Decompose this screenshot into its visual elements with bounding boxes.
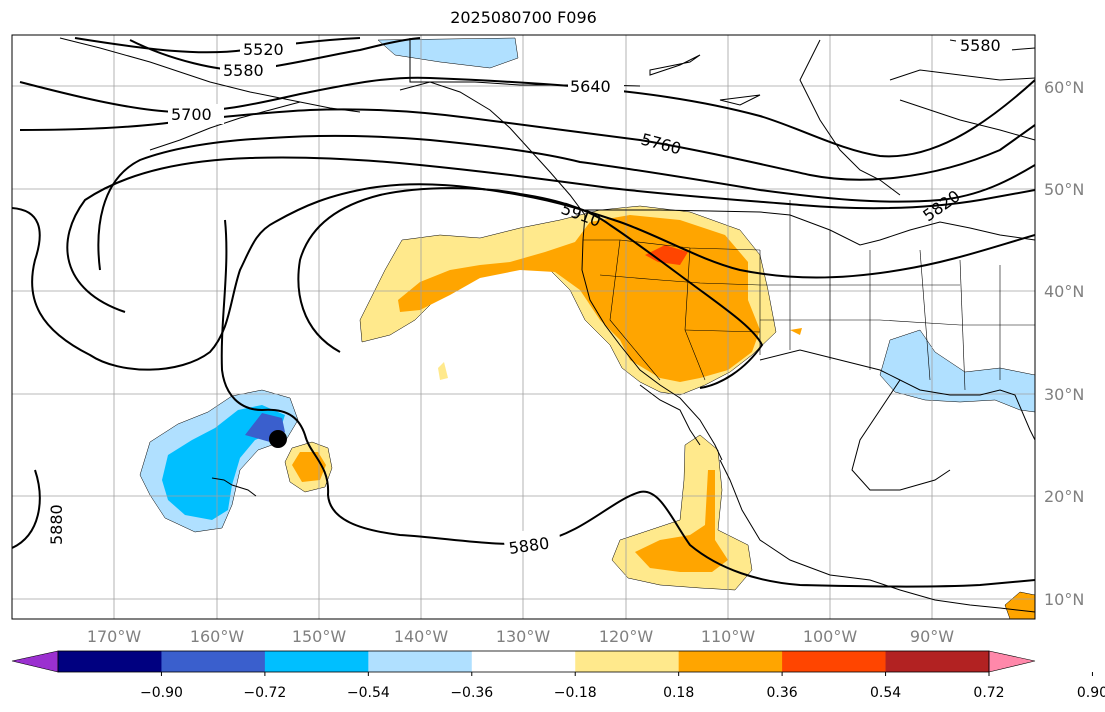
colorbar-segment xyxy=(58,651,162,672)
lat-label: 30°N xyxy=(1044,385,1084,404)
shade-orange-mexico xyxy=(635,470,728,572)
shade-yellow-dot xyxy=(438,362,448,380)
colorbar-ticks: −0.90 −0.72 −0.54 −0.36 −0.18 0.18 0.36 0.54 0.7… xyxy=(140,672,1105,701)
lon-label: 160°W xyxy=(190,627,245,646)
colorbar-tick-label: −0.90 xyxy=(140,685,183,701)
contour-label: 5520 xyxy=(243,40,284,59)
shade-orange-dot xyxy=(790,328,802,335)
colorbar-segment xyxy=(368,651,473,672)
shade-red-west xyxy=(645,245,688,265)
lat-label: 60°N xyxy=(1044,78,1084,97)
colorbar-segment xyxy=(782,651,887,672)
lat-label: 50°N xyxy=(1044,180,1084,199)
storm-position-marker xyxy=(269,430,287,448)
contour-label: 5640 xyxy=(570,77,611,96)
colorbar-extend-high xyxy=(988,650,1036,673)
contour-label: 5820 xyxy=(919,186,963,225)
lon-label: 150°W xyxy=(292,627,347,646)
lon-label: 90°W xyxy=(910,627,954,646)
colorbar-segment xyxy=(885,651,990,672)
shading-negative xyxy=(139,37,1035,533)
lon-label: 170°W xyxy=(87,627,142,646)
state-borders xyxy=(583,200,1035,391)
lat-label: 20°N xyxy=(1044,487,1084,506)
contour-label: 5580 xyxy=(960,36,1001,55)
colorbar-extend-low xyxy=(11,650,59,673)
contour-label: 5580 xyxy=(223,61,264,80)
map-frame xyxy=(11,34,1036,620)
map-panel: 5520 5580 5580 5640 5700 5760 5820 5910 … xyxy=(12,35,1035,619)
map-title: 2025080700 F096 xyxy=(450,8,597,27)
lon-label: 120°W xyxy=(599,627,654,646)
shading-positive xyxy=(284,205,1035,619)
colorbar-tick-label: 0.36 xyxy=(767,685,798,701)
contour-label: 5880 xyxy=(47,504,66,545)
contour-label: 5760 xyxy=(639,130,683,159)
colorbar-tick-label: 0.90 xyxy=(1077,685,1105,701)
colorbar-segment xyxy=(471,651,576,672)
colorbar-segment xyxy=(161,651,266,672)
colorbar-tick-label: 0.18 xyxy=(663,685,694,701)
colorbar-tick-label: −0.36 xyxy=(450,685,493,701)
longitude-labels: 170°W 160°W 150°W 140°W 130°W 120°W 110°… xyxy=(87,627,954,646)
lon-label: 100°W xyxy=(803,627,858,646)
colorbar-outline xyxy=(57,650,990,673)
colorbar: −0.90 −0.72 −0.54 −0.36 −0.18 0.18 0.36 0.54 0.7… xyxy=(11,650,1105,701)
shade-blue-light-gulf xyxy=(879,329,1035,413)
shade-orange-caribbean xyxy=(1004,591,1035,619)
lon-label: 140°W xyxy=(394,627,449,646)
colorbar-tick-label: −0.18 xyxy=(554,685,597,701)
colorbar-segment xyxy=(575,651,680,672)
colorbar-segment xyxy=(678,651,783,672)
lon-label: 130°W xyxy=(496,627,551,646)
colorbar-tick-label: 0.72 xyxy=(973,685,1004,701)
shade-blue-light-alaska xyxy=(377,37,519,69)
colorbar-segment xyxy=(264,651,369,672)
colorbar-tick-label: 0.54 xyxy=(870,685,901,701)
coastlines xyxy=(59,37,1035,613)
colorbar-tick-label: −0.54 xyxy=(347,685,390,701)
contour-label: 5700 xyxy=(171,105,212,124)
latitude-labels: 60°N 50°N 40°N 30°N 20°N 10°N xyxy=(1044,78,1084,609)
lon-label: 110°W xyxy=(701,627,756,646)
colorbar-tick-label: −0.72 xyxy=(243,685,286,701)
lat-label: 10°N xyxy=(1044,590,1084,609)
lat-label: 40°N xyxy=(1044,282,1084,301)
colorbar-segments xyxy=(58,651,990,672)
